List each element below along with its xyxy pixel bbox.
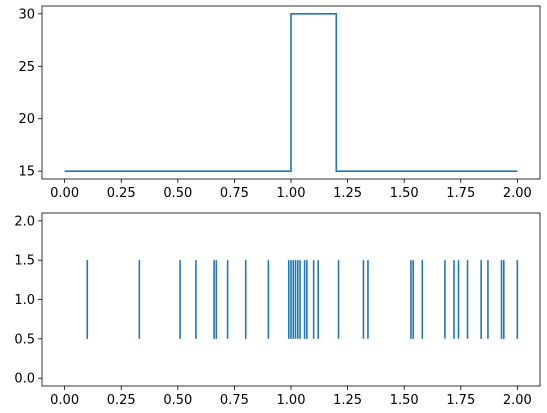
x-tick-label: 0.00 — [50, 186, 79, 201]
y-tick-label: 25 — [18, 60, 35, 75]
x-tick-label: 0.75 — [220, 186, 249, 201]
axes-frame — [41, 212, 541, 387]
x-tick-label: 0.50 — [163, 186, 192, 201]
axes-frame — [41, 5, 541, 180]
x-tick-label: 1.25 — [333, 393, 362, 408]
x-tick-label: 1.75 — [446, 186, 475, 201]
x-tick-label: 0.25 — [107, 186, 136, 201]
x-tick-label: 1.25 — [333, 186, 362, 201]
x-tick-label: 1.00 — [277, 393, 306, 408]
x-tick-label: 0.75 — [220, 393, 249, 408]
y-tick-label: 20 — [18, 112, 35, 127]
y-tick-label: 0.5 — [14, 332, 35, 347]
series-line — [64, 13, 518, 172]
x-tick-label: 0.50 — [163, 393, 192, 408]
y-tick-label: 2.0 — [14, 214, 35, 229]
y-tick-label: 1.0 — [14, 293, 35, 308]
y-tick-label: 30 — [18, 7, 35, 22]
x-tick-label: 2.00 — [503, 393, 532, 408]
x-tick-label: 1.00 — [277, 186, 306, 201]
x-tick-label: 0.00 — [50, 393, 79, 408]
x-tick-label: 1.50 — [390, 186, 419, 201]
event-chart: 0.00 0.25 0.50 0.75 1.00 1.25 1.50 1.75 2.00 0.0 0… — [14, 212, 541, 408]
y-tick-label: 0.0 — [14, 372, 35, 387]
x-tick-label: 1.75 — [446, 393, 475, 408]
x-tick-label: 1.50 — [390, 393, 419, 408]
x-tick-label: 2.00 — [503, 186, 532, 201]
y-tick-label: 15 — [18, 165, 35, 180]
y-tick-label: 1.5 — [14, 254, 35, 269]
step-chart: 0.00 0.25 0.50 0.75 1.00 1.25 1.50 1.75 2.00 15 20… — [18, 5, 541, 201]
x-tick-label: 0.25 — [107, 393, 136, 408]
